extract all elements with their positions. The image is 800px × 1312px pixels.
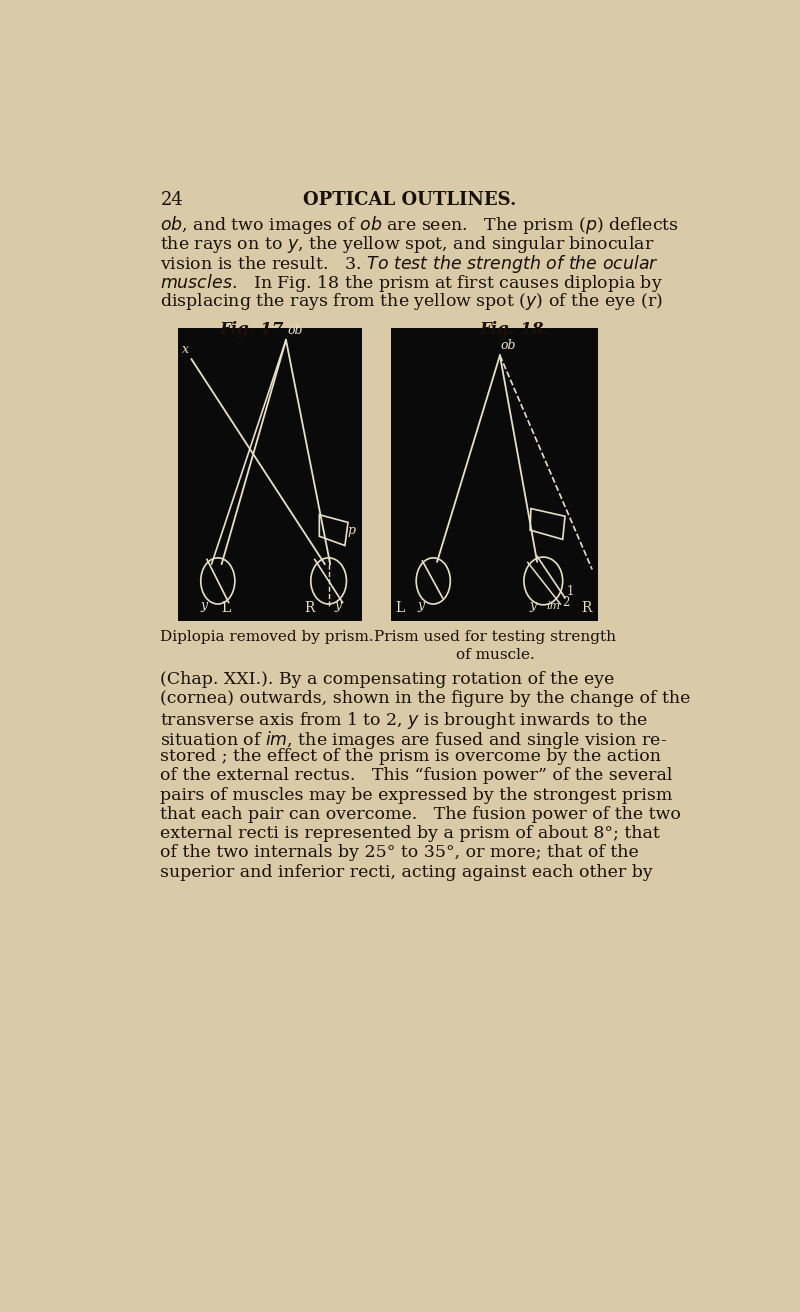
Text: ob: ob <box>501 340 516 352</box>
Text: of the two internals by 25° to 35°, or more; that of the: of the two internals by 25° to 35°, or m… <box>161 845 639 861</box>
Text: superior and inferior recti, acting against each other by: superior and inferior recti, acting agai… <box>161 863 654 880</box>
Text: situation of $\mathit{im}$, the images are fused and single vision re-: situation of $\mathit{im}$, the images a… <box>161 728 668 750</box>
Text: L: L <box>395 601 405 615</box>
Text: (cornea) outwards, shown in the figure by the change of the: (cornea) outwards, shown in the figure b… <box>161 690 691 707</box>
Text: vision is the result.   3. $\mathit{To\ test\ the\ strength\ of\ the\ ocular}$: vision is the result. 3. $\mathit{To\ te… <box>161 253 659 276</box>
Text: $\mathit{muscles}$.   In Fig. 18 the prism at first causes diplopia by: $\mathit{muscles}$. In Fig. 18 the prism… <box>161 272 663 294</box>
Text: 2: 2 <box>562 596 570 609</box>
Text: displacing the rays from the yellow spot ($\mathit{y}$) of the eye (r): displacing the rays from the yellow spot… <box>161 291 663 312</box>
Text: OPTICAL OUTLINES.: OPTICAL OUTLINES. <box>303 192 517 210</box>
Text: x: x <box>182 344 189 356</box>
Text: external recti is represented by a prism of about 8°; that: external recti is represented by a prism… <box>161 825 660 842</box>
Text: (Chap. XXI.). By a compensating rotation of the eye: (Chap. XXI.). By a compensating rotation… <box>161 670 615 687</box>
Text: ob: ob <box>287 324 303 337</box>
Text: transverse axis from 1 to 2, $\mathit{y}$ is brought inwards to the: transverse axis from 1 to 2, $\mathit{y}… <box>161 710 648 731</box>
Text: Diplopia removed by prism.: Diplopia removed by prism. <box>160 630 374 644</box>
Text: stored ; the effect of the prism is overcome by the action: stored ; the effect of the prism is over… <box>161 748 662 765</box>
Text: $\mathit{ob}$, and two images of $\mathit{ob}$ are seen.   The prism ($\mathit{p: $\mathit{ob}$, and two images of $\mathi… <box>161 214 679 236</box>
Text: y: y <box>335 598 342 611</box>
Text: pairs of muscles may be expressed by the strongest prism: pairs of muscles may be expressed by the… <box>161 786 673 803</box>
Text: 24: 24 <box>161 192 183 210</box>
Text: p: p <box>347 523 355 537</box>
Bar <box>390 328 598 621</box>
Text: Fig. 17.: Fig. 17. <box>220 320 290 337</box>
Text: R: R <box>582 601 592 615</box>
Text: y: y <box>418 598 425 611</box>
Text: R: R <box>304 601 314 615</box>
Text: Prism used for testing strength: Prism used for testing strength <box>374 630 616 644</box>
Text: im: im <box>546 601 561 610</box>
Text: of the external rectus.   This “fusion power” of the several: of the external rectus. This “fusion pow… <box>161 768 673 785</box>
Text: the rays on to $\mathit{y}$, the yellow spot, and singular binocular: the rays on to $\mathit{y}$, the yellow … <box>161 234 654 255</box>
Text: 1: 1 <box>566 585 574 598</box>
Text: Fig. 18.: Fig. 18. <box>479 320 550 337</box>
Text: y: y <box>201 598 208 611</box>
Text: that each pair can overcome.   The fusion power of the two: that each pair can overcome. The fusion … <box>161 806 682 823</box>
Text: of muscle.: of muscle. <box>456 648 534 663</box>
Text: L: L <box>222 601 231 615</box>
Bar <box>178 328 362 621</box>
Text: y: y <box>530 598 537 611</box>
